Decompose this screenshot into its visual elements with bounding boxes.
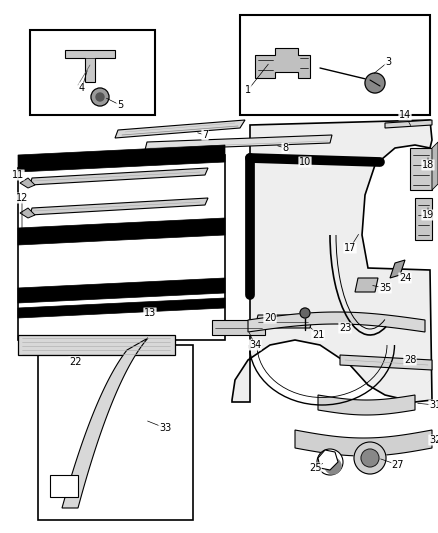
Bar: [30, 30, 155, 115]
Polygon shape: [18, 335, 175, 355]
Polygon shape: [355, 278, 378, 292]
Polygon shape: [415, 198, 432, 240]
Text: 3: 3: [385, 57, 391, 67]
Circle shape: [365, 73, 385, 93]
Polygon shape: [340, 355, 432, 370]
Polygon shape: [30, 168, 208, 185]
Text: 20: 20: [264, 313, 276, 323]
Polygon shape: [255, 48, 310, 78]
Text: 23: 23: [339, 323, 351, 333]
Circle shape: [317, 449, 343, 475]
Text: 12: 12: [16, 193, 28, 203]
Text: 27: 27: [392, 460, 404, 470]
Polygon shape: [145, 135, 332, 150]
Text: 11: 11: [12, 170, 24, 180]
Polygon shape: [212, 320, 265, 335]
Polygon shape: [18, 155, 225, 340]
Polygon shape: [385, 120, 432, 128]
Circle shape: [325, 458, 341, 474]
Text: 17: 17: [344, 243, 356, 253]
Polygon shape: [318, 395, 415, 415]
Text: 13: 13: [144, 308, 156, 318]
Polygon shape: [20, 208, 35, 218]
Bar: [240, 15, 430, 115]
Polygon shape: [432, 142, 438, 190]
Polygon shape: [18, 218, 225, 245]
Circle shape: [91, 88, 109, 106]
Text: 10: 10: [299, 157, 311, 167]
Circle shape: [96, 93, 104, 101]
Text: 18: 18: [422, 160, 434, 170]
Text: 31: 31: [429, 400, 438, 410]
Polygon shape: [115, 120, 245, 138]
Polygon shape: [318, 450, 338, 470]
Polygon shape: [248, 312, 425, 332]
Circle shape: [354, 442, 386, 474]
Text: 34: 34: [249, 340, 261, 350]
Text: 1: 1: [245, 85, 251, 95]
Text: 21: 21: [312, 330, 324, 340]
Polygon shape: [65, 50, 115, 82]
Text: 33: 33: [159, 423, 171, 433]
Text: 22: 22: [69, 357, 81, 367]
Polygon shape: [20, 178, 35, 188]
Polygon shape: [410, 148, 432, 190]
Text: 14: 14: [399, 110, 411, 120]
Text: 5: 5: [117, 100, 123, 110]
Polygon shape: [295, 430, 432, 456]
Polygon shape: [18, 298, 225, 318]
Circle shape: [300, 308, 310, 318]
Polygon shape: [62, 338, 148, 508]
Text: 28: 28: [404, 355, 416, 365]
Bar: [38, 345, 193, 520]
Text: 4: 4: [79, 83, 85, 93]
Polygon shape: [18, 278, 225, 303]
Text: 32: 32: [429, 435, 438, 445]
Polygon shape: [30, 198, 208, 215]
Text: 8: 8: [282, 143, 288, 153]
Circle shape: [361, 449, 379, 467]
Text: 7: 7: [202, 130, 208, 140]
Polygon shape: [18, 145, 225, 172]
Bar: [50, 475, 78, 497]
Text: 24: 24: [399, 273, 411, 283]
Polygon shape: [255, 315, 313, 328]
Polygon shape: [390, 260, 405, 278]
Polygon shape: [232, 120, 432, 402]
Text: 35: 35: [379, 283, 391, 293]
Text: 19: 19: [422, 210, 434, 220]
Text: 25: 25: [309, 463, 321, 473]
